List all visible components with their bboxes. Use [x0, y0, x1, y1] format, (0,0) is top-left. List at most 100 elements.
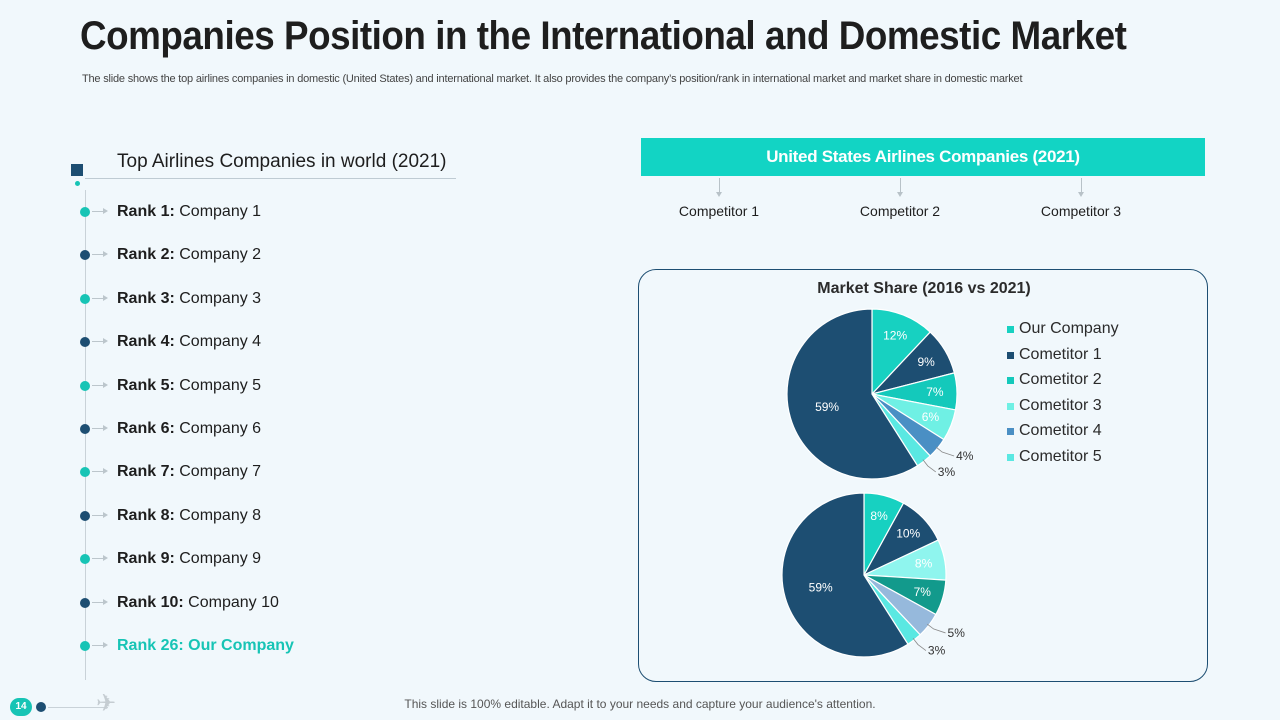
- slide-subtitle: The slide shows the top airlines compani…: [82, 73, 1023, 85]
- pie-leader-line: [926, 623, 946, 634]
- slide-title: Companies Position in the International …: [80, 14, 1127, 58]
- rank-item: Rank 9: Company 9: [80, 547, 380, 571]
- rank-label: Rank 7:: [117, 463, 175, 481]
- pie-data-label: 59%: [809, 581, 833, 595]
- rank-text: Rank 1: Company 1: [117, 200, 261, 224]
- pie-data-label: 4%: [956, 449, 974, 463]
- rank-label: Rank 8:: [117, 506, 175, 524]
- rank-item: Rank 8: Company 8: [80, 504, 380, 528]
- bullet-dot-icon: [80, 380, 90, 391]
- rank-item: Rank 3: Company 3: [80, 287, 380, 311]
- rank-item: Rank 2: Company 2: [80, 243, 380, 267]
- pie-slice: [786, 308, 919, 480]
- market-share-chart: Market Share (2016 vs 2021) 12% 9% 7% 6% 4% 3…: [638, 269, 1208, 682]
- pie-leader-line: [922, 459, 937, 473]
- bullet-dot-icon: [80, 467, 90, 478]
- chart-legend: Our Company Cometitor 1 Cometitor 2 Cometit…: [1007, 319, 1119, 473]
- legend-label: Cometitor 4: [1019, 422, 1102, 440]
- rank-text: Rank 5: Company 5: [117, 374, 261, 398]
- company-name: Company 6: [179, 420, 262, 437]
- bullet-dot-icon: [80, 250, 90, 261]
- rank-label: Rank 3:: [117, 289, 175, 307]
- pie-slice: [781, 492, 909, 658]
- arrow-right-icon: [92, 338, 108, 345]
- competitor-label: Competitor 3: [1040, 203, 1122, 219]
- arrow-right-icon: [92, 468, 108, 475]
- pie-data-label: 12%: [883, 329, 907, 343]
- company-name: Company 9: [179, 550, 262, 568]
- rank-text: Rank 7: Company 7: [117, 460, 261, 484]
- pie-data-label: 3%: [928, 644, 946, 658]
- bullet-dot-icon: [80, 293, 90, 304]
- bullet-dot-icon: [80, 510, 90, 521]
- legend-label: Cometitor 2: [1019, 371, 1102, 389]
- us-airlines-banner: United States Airlines Companies (2021): [641, 138, 1205, 176]
- arrow-right-icon: [92, 425, 108, 431]
- bullet-dot-icon: [80, 424, 90, 434]
- list-header-square-icon: [71, 164, 83, 176]
- rank-text: Rank 2: Company 2: [117, 243, 261, 267]
- legend-item: Our Company: [1007, 319, 1119, 345]
- rank-label: Rank 10:: [117, 593, 184, 611]
- rank-item: Rank 6: Company 6: [80, 417, 380, 441]
- bullet-dot-icon: [80, 641, 90, 651]
- rank-item-our-company: Rank 26: Our Company: [80, 634, 380, 658]
- pie-data-label: 59%: [815, 400, 839, 414]
- footer-line: [48, 707, 108, 708]
- airplane-icon: ✈: [96, 690, 117, 717]
- arrow-right-icon: [92, 251, 108, 258]
- legend-item: Cometitor 3: [1007, 396, 1119, 422]
- legend-label: Our Company: [1019, 320, 1119, 337]
- legend-swatch: [1007, 402, 1014, 410]
- pie-data-label: 8%: [870, 509, 888, 523]
- competitor-2: Competitor 2: [830, 178, 970, 219]
- footer-note: This slide is 100% editable. Adapt it to…: [404, 697, 876, 711]
- company-name: Company 7: [179, 463, 262, 481]
- legend-item: Cometitor 1: [1007, 345, 1119, 371]
- pie-data-label: 9%: [917, 355, 935, 369]
- company-name: Company 4: [179, 333, 262, 351]
- legend-label: Cometitor 1: [1019, 345, 1102, 363]
- bullet-dot-icon: [80, 597, 90, 608]
- legend-label: Cometitor 5: [1019, 447, 1102, 465]
- pie-slice: [871, 308, 932, 396]
- competitor-label: Competitor 1: [678, 203, 760, 219]
- rank-label: Rank 2:: [117, 246, 175, 264]
- arrow-right-icon: [92, 294, 108, 301]
- pie-data-label: 3%: [938, 465, 956, 479]
- company-name: Company 1: [179, 203, 262, 220]
- list-header-dot-icon: [75, 181, 80, 186]
- arrow-right-icon: [92, 208, 108, 214]
- rank-label: Rank 6:: [117, 420, 175, 437]
- timeline-line: [85, 190, 86, 680]
- list-title-divider: [85, 178, 456, 179]
- legend-item: Cometitor 5: [1007, 447, 1119, 473]
- footer-dot-icon: [36, 702, 46, 712]
- arrow-right-icon: [92, 381, 108, 388]
- pie-data-label: 6%: [922, 410, 940, 424]
- rank-text: Rank 3: Company 3: [117, 287, 261, 311]
- arrow-down-icon: [896, 178, 903, 197]
- rank-text: Rank 9: Company 9: [117, 547, 261, 571]
- rank-label: Rank 1:: [117, 203, 175, 220]
- pie-data-label: 7%: [914, 585, 932, 599]
- competitor-label: Competitor 2: [859, 203, 941, 219]
- company-name: Company 8: [179, 506, 262, 524]
- company-name: Company 10: [188, 593, 279, 611]
- pie-leader-line: [935, 446, 955, 457]
- rank-item: Rank 5: Company 5: [80, 374, 380, 398]
- arrow-down-icon: [1077, 178, 1084, 197]
- rank-item: Rank 7: Company 7: [80, 460, 380, 484]
- bullet-dot-icon: [80, 554, 90, 565]
- company-name: Company 2: [179, 246, 262, 264]
- rank-label: Rank 9:: [117, 550, 175, 568]
- bullet-dot-icon: [80, 337, 90, 348]
- legend-label: Cometitor 3: [1019, 396, 1102, 414]
- rank-label: Rank 5:: [117, 376, 175, 394]
- rank-text: Rank 10: Company 10: [117, 591, 279, 615]
- company-name: Company 5: [179, 376, 262, 394]
- us-airlines-title: United States Airlines Companies (2021): [766, 147, 1080, 166]
- pie-data-label: 8%: [915, 557, 933, 571]
- pie-data-label: 7%: [926, 385, 944, 399]
- chart-title: Market Share (2016 vs 2021): [817, 280, 1031, 297]
